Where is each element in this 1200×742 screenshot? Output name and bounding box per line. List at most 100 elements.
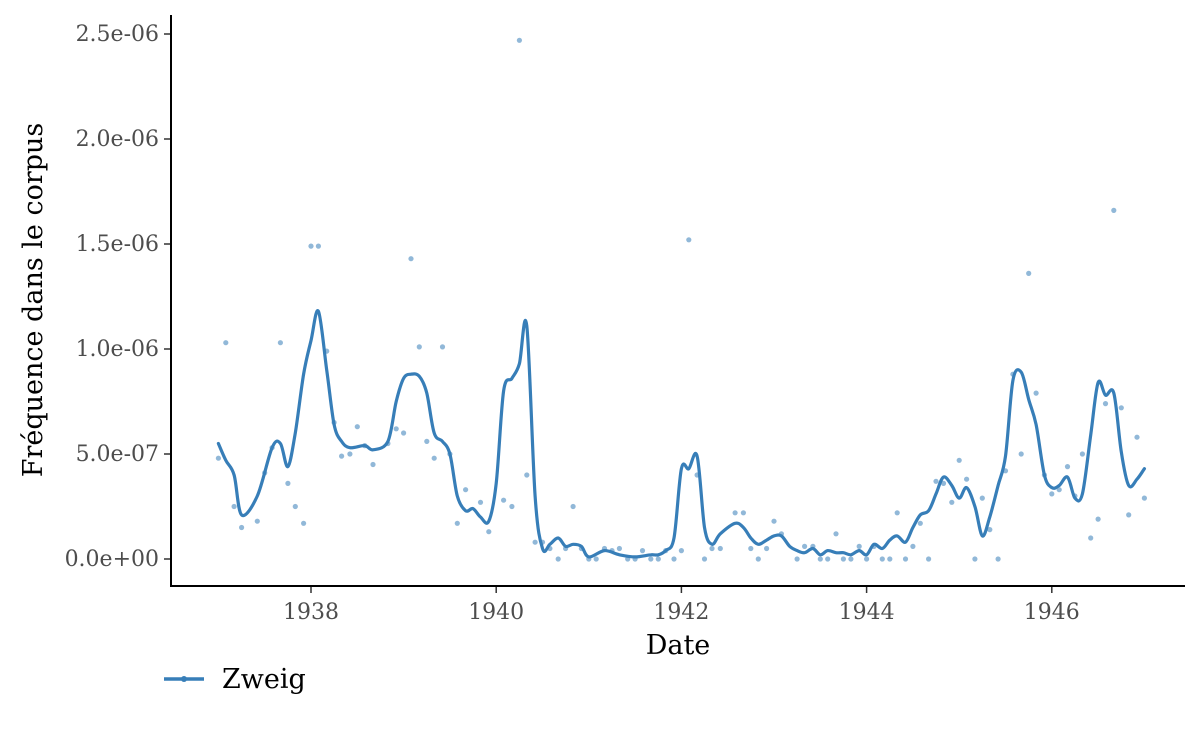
data-point — [239, 524, 245, 531]
data-point — [463, 487, 469, 493]
data-point — [308, 243, 314, 249]
data-point — [1118, 405, 1124, 411]
data-point — [1018, 451, 1024, 457]
x-axis-ticks: 1938 1940 1942 1944 1946 — [283, 586, 1080, 625]
data-point — [940, 480, 947, 486]
y-tick-label: 1.5e-06 — [76, 232, 159, 257]
data-point — [1026, 270, 1032, 276]
data-point — [431, 455, 437, 461]
data-point — [956, 457, 962, 463]
data-point — [215, 455, 221, 461]
data-point — [926, 556, 932, 562]
x-tick-label: 1942 — [653, 600, 709, 625]
data-point — [616, 545, 623, 552]
series-line-zweig — [216, 309, 1146, 559]
data-point — [570, 503, 576, 510]
data-point — [987, 527, 993, 533]
x-tick-label: 1938 — [283, 600, 339, 625]
data-point — [678, 548, 685, 554]
data-point — [717, 545, 723, 552]
data-point — [794, 556, 800, 562]
data-point — [972, 556, 978, 562]
y-tick-label: 1.0e-06 — [76, 337, 159, 362]
data-point — [424, 438, 430, 444]
y-tick-label: 2.0e-06 — [76, 127, 159, 152]
data-point — [817, 556, 823, 562]
smooth-lines — [216, 309, 1146, 559]
data-point — [393, 426, 399, 432]
data-point — [1102, 401, 1109, 407]
data-point — [454, 520, 460, 526]
data-point — [370, 461, 376, 468]
data-point — [764, 545, 770, 552]
data-point — [1033, 390, 1039, 396]
data-point — [1141, 495, 1147, 501]
data-point — [1111, 207, 1117, 213]
data-point — [709, 545, 715, 552]
data-point — [223, 340, 229, 346]
data-point — [292, 503, 298, 510]
data-point — [524, 472, 530, 478]
data-point — [315, 243, 321, 249]
data-point — [532, 539, 538, 545]
y-tick-label: 2.5e-06 — [76, 22, 159, 47]
data-point — [748, 545, 754, 552]
data-point — [516, 37, 523, 43]
y-tick-label: 0.0e+00 — [65, 547, 159, 572]
y-axis-title: Fréquence dans le corpus — [18, 123, 49, 478]
scatter-points — [215, 37, 1147, 562]
data-point — [701, 556, 708, 562]
data-point — [1079, 451, 1085, 457]
data-point — [964, 476, 970, 482]
y-axis-ticks: 0.0e+00 5.0e-07 1.0e-06 1.5e-06 2.0e-06 2.5e-… — [65, 22, 171, 572]
data-point — [1126, 512, 1132, 518]
data-point — [1134, 434, 1140, 440]
data-point — [639, 548, 646, 554]
data-point — [740, 510, 747, 516]
data-point — [995, 556, 1001, 562]
data-point — [347, 451, 353, 457]
data-point — [686, 237, 692, 243]
data-point — [648, 556, 654, 562]
data-point — [509, 503, 515, 510]
data-point — [755, 556, 761, 562]
data-point — [864, 556, 870, 562]
data-point — [771, 518, 777, 524]
data-point — [401, 430, 407, 436]
data-point — [254, 518, 260, 524]
data-point — [439, 344, 446, 350]
data-point — [671, 556, 677, 562]
data-point — [501, 497, 507, 503]
data-point — [277, 340, 283, 346]
data-point — [285, 480, 291, 486]
data-point — [231, 503, 237, 510]
data-point — [1056, 487, 1062, 493]
x-tick-label: 1946 — [1024, 600, 1080, 625]
data-point — [555, 556, 561, 562]
data-point — [593, 556, 599, 562]
x-tick-label: 1940 — [468, 600, 524, 625]
data-point — [416, 344, 422, 350]
data-point — [301, 520, 307, 526]
data-point — [979, 495, 985, 501]
legend: Zweig — [164, 664, 306, 695]
data-point — [732, 510, 738, 516]
data-point — [902, 556, 909, 562]
data-point — [655, 556, 661, 562]
data-point — [833, 531, 839, 537]
data-point — [879, 556, 885, 562]
data-point — [917, 520, 923, 526]
data-point — [1049, 491, 1055, 497]
data-point — [933, 478, 939, 484]
y-tick-label: 5.0e-07 — [76, 442, 159, 467]
data-point — [802, 543, 808, 550]
x-axis-title: Date — [646, 630, 711, 661]
data-point — [887, 556, 893, 562]
data-point — [486, 529, 492, 535]
data-point — [856, 543, 862, 550]
data-point — [848, 556, 854, 562]
data-point — [339, 453, 345, 459]
data-point — [1064, 464, 1071, 470]
data-point — [1095, 516, 1101, 522]
